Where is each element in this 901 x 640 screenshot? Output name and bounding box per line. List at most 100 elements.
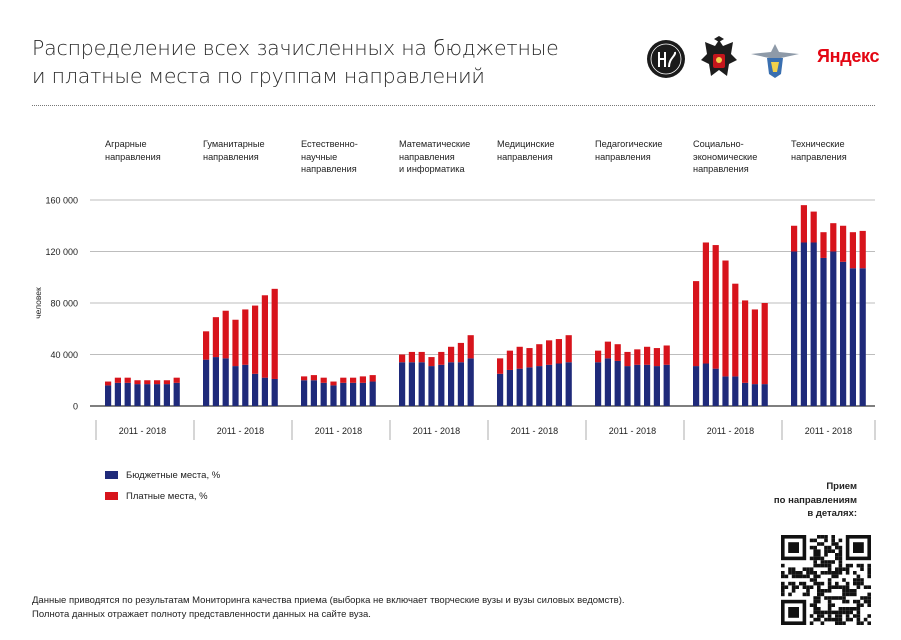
- bar-paid: [114, 377, 121, 383]
- bar-budget: [359, 382, 366, 406]
- group-label-line: Естественно-: [301, 139, 358, 149]
- bar-budget: [663, 364, 670, 406]
- footnote-line-2: Полнота данных отражает полноту представ…: [32, 609, 371, 620]
- qr-code-icon[interactable]: [781, 535, 871, 625]
- bar-budget: [467, 358, 474, 406]
- x-group-label: 2011 - 2018: [707, 426, 754, 436]
- bar-paid: [565, 335, 572, 363]
- group-label-line: научные: [301, 151, 338, 162]
- bar-budget: [614, 360, 621, 406]
- x-group-label: 2011 - 2018: [805, 426, 852, 436]
- bar-paid: [702, 242, 709, 364]
- bar-paid: [722, 260, 729, 377]
- bar-paid: [271, 288, 278, 379]
- bar-budget: [810, 242, 817, 406]
- bar-budget: [830, 251, 837, 406]
- bar-paid: [438, 351, 445, 365]
- bar-budget: [144, 384, 151, 406]
- x-group-label: 2011 - 2018: [413, 426, 460, 436]
- bar-budget: [124, 382, 131, 406]
- x-group-label: 2011 - 2018: [315, 426, 362, 436]
- bar-paid: [428, 357, 435, 367]
- bar-paid: [663, 345, 670, 365]
- group-label-line: направления: [497, 151, 553, 162]
- bar-paid: [301, 376, 308, 381]
- bar-budget: [555, 363, 562, 406]
- bar-paid: [163, 380, 170, 385]
- yandex-logo: Яндекс: [817, 46, 880, 66]
- bar-budget: [428, 366, 435, 406]
- y-tick-label: 160 000: [45, 196, 78, 206]
- bar-paid: [124, 377, 131, 383]
- bar-paid: [497, 358, 504, 374]
- bar-budget: [712, 368, 719, 406]
- qr-caption-line-1: Прием: [826, 481, 857, 492]
- bar-paid: [369, 375, 376, 382]
- bar-budget: [751, 384, 758, 406]
- bar-paid: [536, 344, 543, 367]
- bar-paid: [408, 351, 415, 363]
- y-tick-label: 120 000: [45, 247, 78, 257]
- bar-budget: [722, 376, 729, 406]
- qr-caption-line-2: по направлениям: [773, 494, 857, 506]
- bar-paid: [467, 335, 474, 359]
- bar-paid: [359, 376, 366, 383]
- bar-budget: [604, 358, 611, 406]
- bar-paid: [742, 300, 749, 383]
- bar-budget: [154, 384, 161, 406]
- bar-paid: [457, 342, 464, 363]
- bar-paid: [712, 245, 719, 369]
- bar-budget: [448, 362, 455, 406]
- bar-paid: [555, 339, 562, 364]
- bar-paid: [644, 346, 651, 365]
- bar-budget: [340, 382, 347, 406]
- bar-budget: [438, 364, 445, 406]
- bar-paid: [203, 331, 210, 360]
- group-label-line: Медицинские: [497, 139, 555, 149]
- bar-paid: [595, 350, 602, 363]
- bar-paid: [242, 309, 249, 365]
- bar-budget: [506, 369, 513, 406]
- qr-caption-line-3: в деталях:: [807, 508, 857, 519]
- bar-budget: [693, 366, 700, 406]
- group-label-line: направления: [595, 151, 651, 162]
- bar-paid: [840, 225, 847, 262]
- bar-paid: [751, 309, 758, 385]
- bar-budget: [732, 376, 739, 406]
- bar-paid: [820, 232, 827, 258]
- stacked-bar-chart: 0 40 000 80 000 120 000 160 000 человек 2011 -…: [33, 196, 876, 440]
- bar-paid: [173, 377, 180, 383]
- bar-budget: [310, 380, 317, 406]
- bar-budget: [408, 362, 415, 406]
- bar-budget: [595, 362, 602, 406]
- group-label-line: направления: [399, 151, 455, 162]
- bar-budget: [644, 364, 651, 406]
- bar-budget: [203, 359, 210, 406]
- bar-paid: [516, 346, 523, 369]
- title-line-2: и платные места по группам направлений: [32, 64, 485, 88]
- bar-paid: [144, 380, 151, 385]
- bar-budget: [791, 251, 798, 406]
- bar-budget: [134, 384, 141, 406]
- bar-budget: [252, 373, 259, 406]
- bar-budget: [536, 366, 543, 406]
- bar-budget: [497, 373, 504, 406]
- group-label-line: направления: [693, 164, 749, 174]
- group-label-line: Технические: [791, 139, 845, 149]
- group-label: Медицинские направления: [497, 138, 592, 163]
- bar-paid: [624, 351, 631, 367]
- bar-paid: [732, 283, 739, 377]
- bar-budget: [105, 385, 112, 406]
- bar-budget: [516, 368, 523, 406]
- bar-paid: [849, 232, 856, 269]
- bar-paid: [800, 205, 807, 243]
- bar-paid: [614, 344, 621, 361]
- bar-paid: [330, 381, 337, 386]
- bar-budget: [624, 366, 631, 406]
- bar-budget: [565, 362, 572, 406]
- bar-budget: [242, 364, 249, 406]
- group-label-line: Педагогические: [595, 139, 663, 149]
- bar-budget: [369, 381, 376, 406]
- legend-label-budget: Бюджетные места, %: [126, 470, 221, 481]
- bar-paid: [261, 295, 268, 378]
